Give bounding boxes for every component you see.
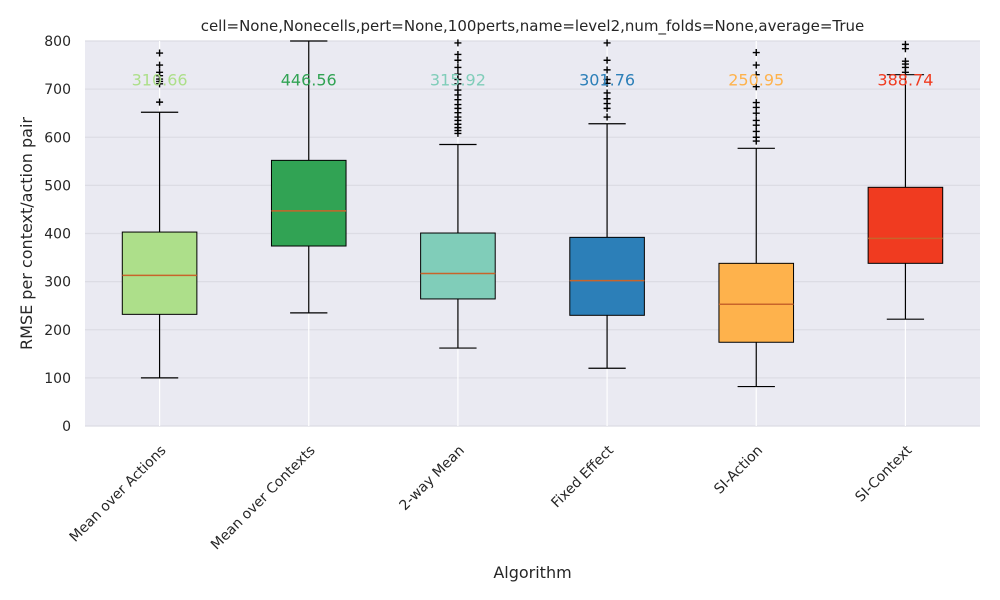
- outlier-point: [901, 57, 909, 65]
- outlier-point: [454, 63, 462, 71]
- y-axis-ticks: 0 100 200 300 400 500 600 700 800: [44, 34, 71, 435]
- box: [569, 236, 645, 316]
- box-group: 315.92: [420, 39, 496, 349]
- y-axis-title: RMSE per context/action pair: [17, 117, 36, 350]
- outlier-point: [752, 99, 760, 107]
- y-tick-label: 600: [44, 130, 71, 146]
- x-axis-ticks: Mean over Actions Mean over Contexts 2-way…: [67, 442, 916, 553]
- outlier-point: [752, 61, 760, 69]
- box: [121, 231, 198, 315]
- chart-title: cell=None,Nonecells,pert=None,100perts,n…: [201, 17, 865, 36]
- outlier-point: [752, 83, 760, 91]
- box-group: 446.56: [270, 40, 347, 314]
- outlier-point: [454, 70, 462, 78]
- y-tick-label: 500: [44, 178, 71, 194]
- x-tick-label: SI-Context: [852, 442, 915, 505]
- y-tick-label: 200: [44, 323, 71, 339]
- y-tick-label: 800: [44, 34, 71, 50]
- x-axis-title: Algorithm: [493, 563, 571, 582]
- outlier-point: [603, 89, 611, 97]
- median-value-label: 250.95: [728, 71, 784, 90]
- box: [867, 186, 944, 264]
- outlier-point: [454, 86, 462, 94]
- outlier-point: [752, 127, 760, 135]
- outlier-point: [603, 113, 611, 121]
- box-series: 310.66 446.56 315.92 301.76 250.95 388.74: [121, 39, 944, 388]
- y-tick-label: 300: [44, 275, 71, 291]
- median-value-label: 446.56: [281, 71, 337, 90]
- box: [420, 232, 496, 300]
- median-value-label: 310.66: [132, 71, 188, 90]
- outlier-point: [752, 71, 760, 79]
- outlier-point: [901, 40, 909, 48]
- outlier-point: [156, 68, 164, 76]
- median-value-label: 301.76: [579, 71, 635, 90]
- median-value-label: 315.92: [430, 71, 486, 90]
- median-value-label: 388.74: [877, 71, 933, 90]
- y-tick-label: 100: [44, 371, 71, 387]
- x-tick-label: Mean over Contexts: [208, 443, 319, 554]
- box-group: 250.95: [718, 49, 795, 388]
- box: [718, 262, 795, 343]
- box-group: 388.74: [867, 40, 944, 320]
- y-tick-label: 0: [62, 419, 71, 435]
- outlier-point: [156, 49, 164, 57]
- outlier-point: [603, 56, 611, 64]
- x-tick-label: Fixed Effect: [548, 442, 617, 511]
- box-group: 310.66: [121, 49, 198, 379]
- outlier-point: [752, 49, 760, 57]
- outlier-point: [603, 76, 611, 83]
- outlier-point: [454, 50, 462, 58]
- outlier-point: [156, 61, 164, 69]
- outlier-point: [752, 116, 760, 124]
- x-tick-label: Mean over Actions: [67, 443, 170, 546]
- outlier-point: [603, 39, 611, 47]
- box: [270, 159, 347, 247]
- y-tick-label: 400: [44, 227, 71, 243]
- outlier-point: [454, 39, 462, 47]
- outlier-point: [603, 66, 611, 74]
- x-tick-label: SI-Action: [711, 443, 766, 498]
- y-tick-label: 700: [44, 82, 71, 98]
- x-tick-label: 2-way Mean: [396, 443, 467, 514]
- box-group: 301.76: [569, 39, 645, 369]
- outlier-point: [156, 98, 164, 106]
